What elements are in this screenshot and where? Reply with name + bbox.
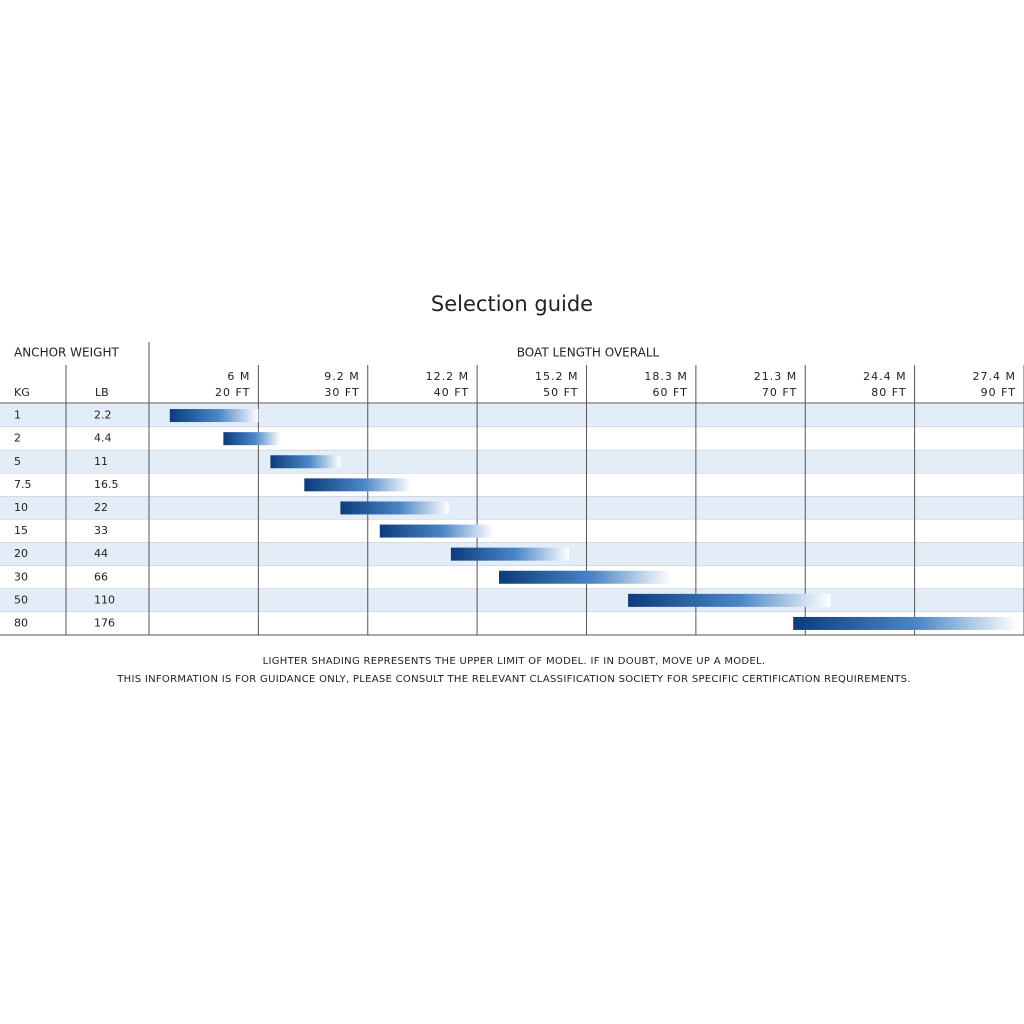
- x-tick-label-metric: 18.3 M: [644, 370, 687, 383]
- kg-label: 5: [14, 455, 21, 468]
- row-band: [0, 611, 1024, 635]
- kg-label: 20: [14, 547, 28, 560]
- kg-label: 80: [14, 616, 28, 629]
- lb-label: 176: [94, 616, 115, 629]
- note: THIS INFORMATION IS FOR GUIDANCE ONLY, P…: [116, 674, 911, 685]
- x-tick-label: 20 FT: [215, 386, 250, 399]
- row-band: [0, 404, 1024, 428]
- kg-label: 10: [14, 501, 28, 514]
- bar: [304, 478, 412, 492]
- x-tick-label-metric: 9.2 M: [324, 370, 359, 383]
- row-band: [0, 588, 1024, 612]
- x-tick-label-metric: 21.3 M: [754, 370, 797, 383]
- bar: [340, 501, 449, 515]
- lb-label: 33: [94, 524, 108, 537]
- lb-label: 4.4: [94, 432, 112, 445]
- x-tick-label: 30 FT: [324, 386, 359, 399]
- x-tick-label-metric: 24.4 M: [863, 370, 906, 383]
- bar: [450, 547, 569, 561]
- x-tick-label: 40 FT: [434, 386, 469, 399]
- row-band: [0, 473, 1024, 497]
- row-band: [0, 450, 1024, 474]
- kg-header: KG: [14, 386, 30, 399]
- bar: [379, 524, 494, 538]
- lb-label: 11: [94, 455, 108, 468]
- x-group-label: BOAT LENGTH OVERALL: [517, 346, 660, 360]
- bar: [169, 409, 259, 423]
- x-tick-label-metric: 15.2 M: [535, 370, 578, 383]
- kg-label: 1: [14, 409, 21, 422]
- x-tick-label: 90 FT: [981, 386, 1016, 399]
- lb-label: 66: [94, 570, 108, 583]
- kg-label: 7.5: [14, 478, 32, 491]
- lb-label: 110: [94, 593, 115, 606]
- kg-label: 2: [14, 432, 21, 445]
- bar: [499, 570, 671, 584]
- row-band: [0, 519, 1024, 543]
- x-tick-label-metric: 27.4 M: [973, 370, 1016, 383]
- note: LIGHTER SHADING REPRESENTS THE UPPER LIM…: [263, 656, 766, 667]
- x-tick-label-metric: 12.2 M: [426, 370, 469, 383]
- y-group-label: ANCHOR WEIGHT: [14, 346, 119, 360]
- kg-label: 30: [14, 570, 28, 583]
- x-tick-label: 60 FT: [653, 386, 688, 399]
- bar: [270, 455, 341, 469]
- chart-title: Selection guide: [431, 292, 593, 316]
- kg-label: 15: [14, 524, 28, 537]
- lb-label: 44: [94, 547, 108, 560]
- lb-label: 22: [94, 501, 108, 514]
- x-tick-label: 50 FT: [543, 386, 578, 399]
- bar: [223, 432, 281, 446]
- row-band: [0, 427, 1024, 451]
- kg-label: 50: [14, 593, 28, 606]
- lb-label: 2.2: [94, 409, 112, 422]
- bar: [628, 593, 831, 607]
- lb-header: LB: [95, 386, 109, 399]
- bar: [793, 616, 1018, 630]
- x-tick-label-metric: 6 M: [227, 370, 250, 383]
- x-tick-label: 80 FT: [871, 386, 906, 399]
- row-band: [0, 496, 1024, 520]
- lb-label: 16.5: [94, 478, 119, 491]
- x-tick-label: 70 FT: [762, 386, 797, 399]
- rows: [0, 404, 1024, 636]
